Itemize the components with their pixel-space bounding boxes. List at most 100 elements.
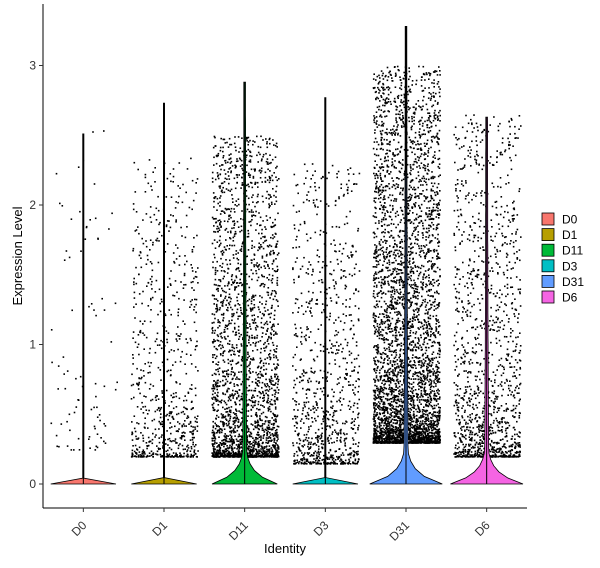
jitter-point [270, 250, 272, 253]
jitter-point [230, 297, 232, 300]
jitter-point [214, 448, 216, 451]
jitter-point [228, 438, 231, 440]
jitter-point [252, 321, 254, 324]
jitter-point [257, 421, 260, 423]
jitter-point [228, 419, 231, 422]
jitter-point [257, 408, 260, 411]
jitter-point [192, 455, 194, 457]
jitter-point [416, 265, 419, 268]
jitter-point [253, 253, 256, 256]
jitter-point [251, 424, 254, 426]
jitter-point [305, 177, 307, 179]
jitter-point [268, 451, 271, 454]
jitter-point [185, 425, 187, 427]
jitter-point [237, 267, 240, 270]
jitter-point [262, 435, 265, 437]
jitter-point [247, 183, 249, 186]
jitter-point [217, 445, 219, 447]
jitter-point [270, 201, 273, 204]
jitter-point [156, 344, 159, 346]
jitter-point [216, 339, 219, 342]
jitter-point [164, 402, 166, 404]
jitter-point [274, 418, 277, 420]
jitter-point [429, 386, 432, 388]
jitter-point [227, 231, 229, 233]
jitter-point [391, 418, 394, 421]
jitter-point [255, 449, 258, 451]
jitter-point [270, 292, 273, 295]
jitter-point [269, 137, 271, 140]
jitter-point [130, 384, 133, 387]
jitter-point [260, 284, 263, 286]
jitter-point [262, 437, 265, 439]
jitter-point [345, 183, 348, 186]
jitter-point [250, 446, 253, 448]
jitter-point [273, 419, 275, 421]
jitter-point [251, 219, 253, 221]
jitter-point [214, 392, 216, 394]
jitter-point [272, 424, 275, 426]
jitter-point [342, 398, 345, 400]
jitter-point [213, 283, 216, 286]
jitter-point [170, 349, 173, 351]
jitter-point [377, 187, 380, 189]
jitter-point [426, 332, 429, 335]
jitter-point [271, 304, 273, 307]
jitter-point [428, 339, 430, 341]
jitter-point [436, 186, 439, 189]
jitter-point [343, 322, 346, 324]
jitter-point [414, 264, 416, 267]
jitter-point [375, 191, 378, 193]
jitter-point [214, 269, 217, 271]
jitter-point [297, 311, 299, 313]
jitter-point [174, 280, 177, 282]
jitter-point [220, 332, 223, 334]
jitter-point [252, 449, 254, 452]
jitter-point [302, 387, 304, 390]
jitter-point [221, 429, 223, 432]
jitter-point [143, 348, 145, 350]
jitter-point [225, 437, 228, 440]
jitter-point [325, 264, 328, 267]
jitter-point [382, 278, 385, 281]
jitter-point [276, 451, 279, 454]
jitter-point [159, 408, 162, 410]
jitter-point [398, 430, 401, 433]
jitter-point [413, 364, 415, 366]
jitter-point [347, 173, 350, 175]
jitter-point [308, 388, 311, 391]
jitter-point [214, 247, 217, 249]
jitter-point [267, 408, 270, 410]
jitter-point [261, 257, 264, 259]
jitter-point [255, 210, 257, 213]
jitter-point [310, 312, 312, 314]
jitter-point [418, 105, 420, 107]
jitter-point [264, 181, 267, 183]
jitter-point [266, 389, 268, 391]
jitter-point [348, 306, 351, 308]
jitter-point [298, 403, 300, 405]
jitter-point [437, 81, 440, 83]
jitter-point [351, 421, 354, 424]
jitter-point [276, 240, 279, 243]
jitter-point [241, 408, 244, 410]
jitter-point [178, 297, 180, 300]
jitter-point [293, 409, 295, 411]
jitter-point [303, 220, 306, 223]
jitter-point [230, 426, 233, 429]
jitter-point [182, 448, 185, 451]
jitter-point [183, 425, 186, 427]
jitter-point [302, 462, 304, 465]
jitter-point [213, 451, 216, 454]
jitter-point [276, 431, 278, 434]
jitter-point [322, 418, 324, 420]
jitter-point [213, 294, 215, 297]
jitter-point [232, 240, 235, 242]
jitter-point [251, 196, 253, 199]
jitter-point [219, 321, 221, 324]
jitter-point [267, 245, 270, 248]
jitter-point [170, 270, 172, 272]
jitter-point [321, 427, 324, 430]
jitter-point [331, 433, 333, 435]
jitter-point [374, 137, 377, 140]
